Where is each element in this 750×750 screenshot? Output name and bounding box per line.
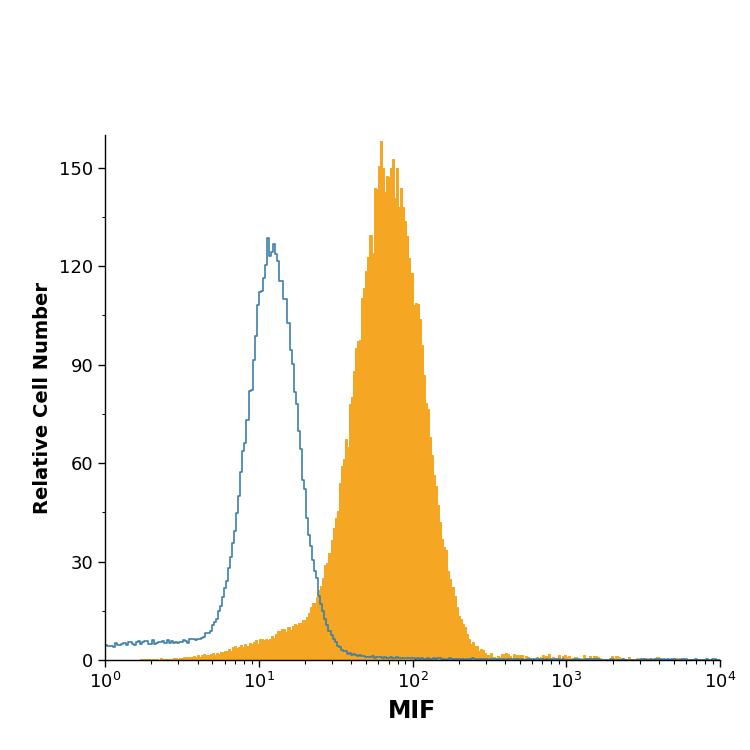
Y-axis label: Relative Cell Number: Relative Cell Number [33,281,53,514]
X-axis label: MIF: MIF [388,699,436,723]
